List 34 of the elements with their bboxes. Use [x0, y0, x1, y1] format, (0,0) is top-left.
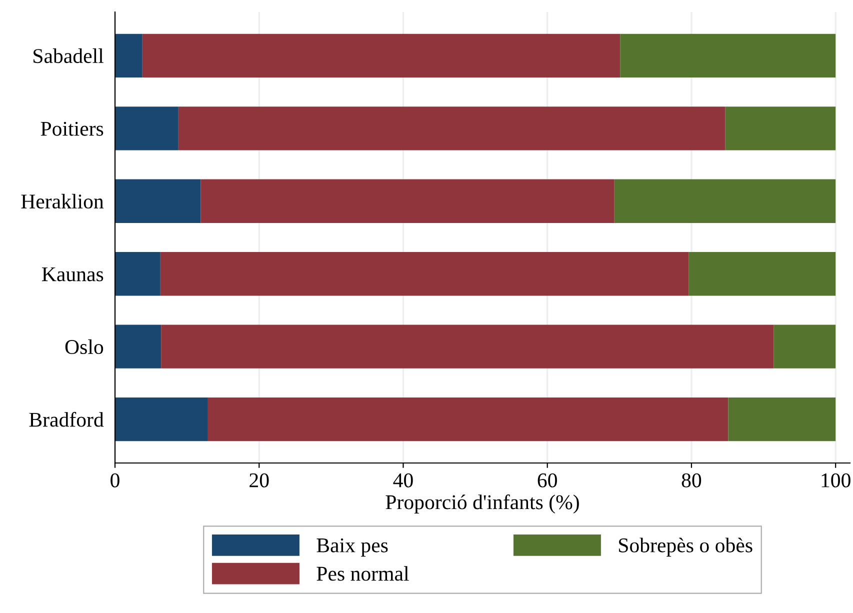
x-tick-label: 100 — [822, 473, 850, 488]
bar — [115, 179, 201, 223]
bar — [200, 179, 614, 223]
bar — [688, 252, 836, 296]
x-tick-label: 60 — [538, 473, 557, 488]
bar — [208, 398, 728, 442]
y-tick-label: Kaunas — [42, 267, 104, 282]
bar — [115, 34, 142, 78]
bar — [774, 324, 836, 368]
y-tick-label: Oslo — [65, 339, 104, 354]
bar — [161, 324, 774, 368]
bar — [178, 106, 726, 150]
y-tick-label: Bradford — [29, 412, 104, 427]
y-tick-label: Poitiers — [40, 122, 104, 136]
x-tick-label: 80 — [682, 473, 702, 488]
bar — [115, 324, 162, 368]
bar — [115, 106, 178, 150]
bar — [142, 34, 620, 78]
bar — [728, 398, 836, 442]
bar — [725, 106, 836, 150]
legend-label: Baix pes — [316, 538, 388, 557]
bar — [614, 179, 836, 223]
bar — [160, 252, 689, 296]
x-tick-label: 20 — [250, 473, 269, 488]
x-tick-label: 0 — [110, 473, 120, 488]
y-tick-label: Sabadell — [34, 48, 104, 64]
legend-label: Pes normal — [316, 566, 409, 581]
bar — [620, 34, 836, 78]
y-tick-label: Heraklion — [21, 194, 104, 209]
bar — [115, 398, 208, 442]
legend-label: Sobrepès o obès — [619, 538, 752, 557]
x-tick-label: 40 — [393, 473, 413, 488]
x-axis-title: Proporció d'infants (%) — [386, 494, 579, 514]
bar — [115, 252, 160, 296]
